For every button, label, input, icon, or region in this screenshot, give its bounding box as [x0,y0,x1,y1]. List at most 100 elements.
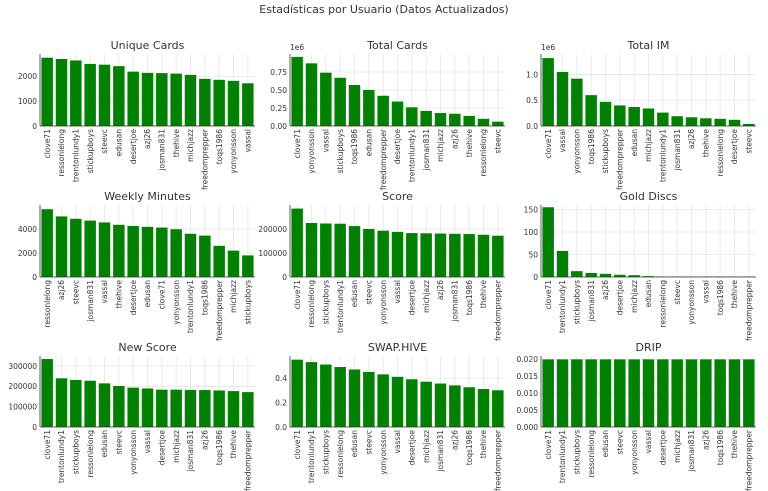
y-tick-label: 0 [533,273,538,282]
bar [700,118,712,126]
x-tick-label: clove71 [293,129,302,159]
x-tick-label: michjazz [422,280,431,313]
x-tick-label: michjazz [644,129,653,162]
x-tick-label: ressonlelong [57,129,66,177]
y-tick-label: 0.75 [270,68,287,77]
bar [463,115,475,126]
x-tick-label: thehive [229,430,238,459]
y-tick-label: 100000 [258,249,287,258]
x-tick-label: stickupboys [71,430,80,474]
x-tick-label: freedomprepper [200,128,209,190]
bar [434,233,447,277]
bar [291,359,303,427]
y-tick-label: 2000 [18,249,37,258]
bar [184,233,197,277]
x-tick-label: desertjoe [407,430,416,466]
bar [334,77,346,126]
x-tick-label: michjazz [673,430,682,463]
x-tick-label: edusan [630,129,639,157]
x-tick-label: stickupboys [86,129,95,173]
x-tick-label: vassal [100,280,109,304]
x-tick-label: edusan [114,129,123,157]
x-tick-label: steevc [364,430,373,455]
x-tick-label: steevc [493,129,502,154]
bar [391,231,404,277]
subplot-title: Total Cards [366,39,428,52]
x-tick-label: toqs1986 [716,430,725,466]
bar [571,271,583,277]
bar [571,359,583,427]
bar [556,250,569,277]
bar [700,359,712,427]
subplot-5: 0 100000 200000 clove71 ressonlelong stickupb… [258,190,505,341]
x-tick-label: toqs1986 [465,430,474,466]
x-tick-label: michjazz [630,280,639,313]
x-tick-label: toqs1986 [215,129,224,165]
bar [657,112,669,126]
x-tick-label: azj26 [450,430,459,450]
y-tick-label: 200000 [8,382,37,391]
x-tick-label: ressonlelong [587,430,596,478]
x-tick-label: clove71 [157,280,166,310]
x-tick-label: stickupboys [336,129,345,173]
bar [334,367,346,427]
bar [585,95,597,126]
y-tick-label: 0.50 [270,86,287,95]
bar [714,359,726,427]
y-tick-label: 1000 [18,97,37,106]
x-tick-label: azj26 [687,129,696,149]
bar [156,227,168,277]
x-tick-label: yonyonsson [229,129,238,174]
bar [84,63,96,126]
y-tick-label: 0.4 [275,374,287,383]
x-tick-label: ressonlelong [716,129,725,177]
x-tick-label: azj26 [200,430,209,450]
x-tick-label: yonyonsson [379,430,388,475]
subplot-9: 0.000 0.005 0.010 0.015 0.020 clove71 trentonl… [517,341,756,491]
bar [170,229,182,277]
x-tick-label: josman831 [422,129,431,172]
bar [348,369,361,427]
bar [84,220,96,277]
x-tick-label: trentonlundy1 [57,430,66,483]
x-tick-label: toqs1986 [215,430,224,466]
x-tick-label: trentonlundy1 [658,129,667,182]
y-tick-label: 2000 [18,72,37,81]
bar [127,387,139,427]
x-tick-label: desertjoe [658,430,667,466]
x-tick-label: yonyonsson [572,129,581,174]
x-tick-label: michjazz [186,129,195,162]
x-tick-label: trentonlundy1 [336,280,345,333]
x-tick-label: toqs1986 [350,129,359,165]
x-tick-label: desertjoe [730,129,739,165]
bar [599,101,612,126]
x-tick-label: yonyonsson [630,430,639,475]
bar [70,218,82,277]
x-tick-label: josman831 [673,129,682,172]
bar [305,223,318,277]
x-tick-label: freedomprepper [744,279,753,341]
x-tick-label: stickupboys [321,280,330,324]
y-tick-label: 150 [524,205,539,214]
y-tick-label: 0.000 [517,423,539,432]
bar [599,273,612,277]
bar [377,95,389,126]
y-tick-label: 200000 [258,225,287,234]
bar [391,101,404,126]
x-tick-label: toqs1986 [200,280,209,316]
bar [227,80,240,126]
bar [291,208,303,277]
x-tick-label: steevc [114,430,123,455]
x-tick-label: freedomprepper [379,128,388,190]
x-tick-label: trentonlundy1 [307,430,316,483]
subplot-title: Total IM [627,39,670,52]
y-tick-label: 300000 [8,362,37,371]
x-tick-label: edusan [100,430,109,458]
bar [363,229,375,277]
x-tick-label: vassal [243,129,252,153]
x-tick-label: ressonlelong [86,430,95,478]
x-tick-label: edusan [601,430,610,458]
bar [492,121,504,126]
y-tick-label: 0 [32,423,37,432]
y-tick-label: 50 [528,250,538,259]
